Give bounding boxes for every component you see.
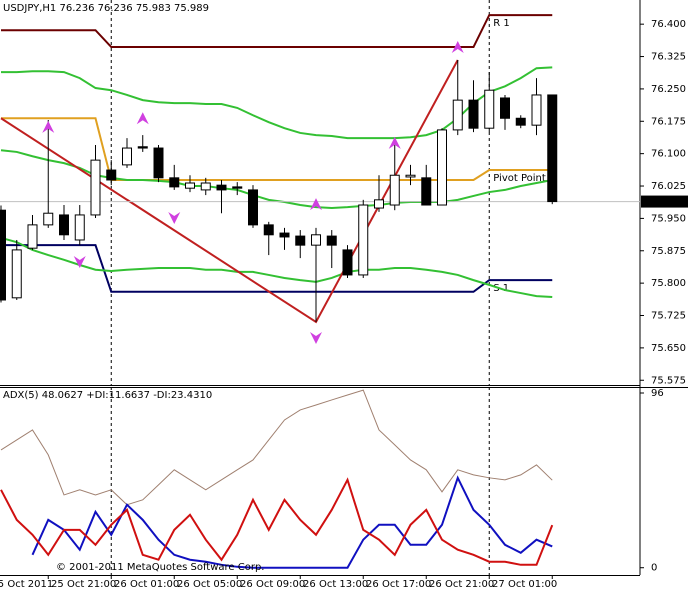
x-tick-label: 26 Oct 09:00 [240,579,305,590]
candle-body [452,99,463,131]
pivot-label: Pivot Point [493,173,546,184]
candle-body [421,177,432,206]
pivot-label: R 1 [493,18,510,29]
candle-body [216,184,227,191]
indicator-line [0,477,554,566]
fractal-arrow [451,41,464,54]
fractal-arrow [310,198,322,211]
y-tick-label: 75.725 [651,311,686,322]
x-tick-label: 26 Oct 05:00 [177,579,242,590]
fractal-arrow [388,136,401,149]
candle-body [326,235,337,246]
indicator-line [31,475,553,569]
y-tick-label: 96 [651,388,664,399]
pivot-line [1,244,553,293]
candle-body [122,147,132,166]
indicator-title: ADX(5) 48.0627 +DI:11.6637 -DI:23.4310 [3,390,212,401]
candle-body [389,174,400,206]
candle-body [374,199,384,209]
candle-body [0,209,6,301]
candle-body [74,214,85,241]
fractal-arrow [136,112,149,125]
y-tick-label: 0 [651,563,657,574]
candle-body [405,174,416,178]
candle-body [90,159,101,216]
candle-body [468,99,479,129]
candle-body [311,234,321,246]
x-tick-label: 25 Oct 2011 [0,579,53,590]
candle-body [484,89,495,129]
y-tick-label: 76.250 [651,84,686,95]
candle-body [437,129,447,206]
indicator-line [0,389,553,506]
price-label: 75.989 [651,197,686,208]
y-tick-label: 76.325 [651,52,686,63]
price-box [641,195,688,208]
candle-body [11,249,22,299]
x-tick-label: 25 Oct 21:00 [51,579,116,590]
band-line [0,236,553,298]
y-tick-label: 76.175 [651,116,686,127]
candle-body [279,232,290,238]
candle-body [531,94,542,126]
y-tick-label: 76.100 [651,149,686,160]
candle-body [295,235,306,246]
y-tick-label: 75.650 [651,343,686,354]
candle-body [43,212,54,226]
candle-body [137,146,148,149]
y-tick-label: 75.950 [651,213,686,224]
fractal-arrow [168,211,181,224]
candle-body [200,182,211,191]
candle-body [106,169,117,181]
copyright: © 2001-2011 MetaQuotes Software Corp. [56,562,264,573]
fractal-arrow [73,255,86,268]
candle-body [27,224,38,249]
candle-body [169,177,180,188]
candle-body [248,189,258,226]
x-tick-label: 27 Oct 01:00 [492,579,557,590]
candle-body [358,204,369,276]
candle-body [547,94,558,203]
candle-body [59,214,69,236]
x-tick-label: 26 Oct 01:00 [114,579,179,590]
adx-plot [0,387,554,575]
candle-body [515,117,526,126]
x-tick-label: 26 Oct 21:00 [429,579,494,590]
labels: USDJPY,H1 76.236 76.236 75.983 75.989 76.… [0,3,688,590]
x-tick-label: 26 Oct 17:00 [366,579,431,590]
candle-body [342,249,353,276]
y-tick-label: 75.575 [651,375,686,386]
candle-body [153,147,164,179]
pivot-line [1,117,553,181]
y-tick-label: 75.875 [651,246,686,257]
candle-body [263,224,274,236]
candle-body [185,182,195,189]
y-tick-label: 75.800 [651,278,686,289]
x-tick-label: 26 Oct 13:00 [303,579,368,590]
y-tick-label: 76.400 [651,19,686,30]
fractal-arrow [310,331,322,344]
candle-body [232,186,243,189]
chart-title: USDJPY,H1 76.236 76.236 75.983 75.989 [3,3,209,14]
candle-body [500,97,510,119]
y-tick-label: 76.025 [651,181,686,192]
fractal-arrow [42,120,55,133]
